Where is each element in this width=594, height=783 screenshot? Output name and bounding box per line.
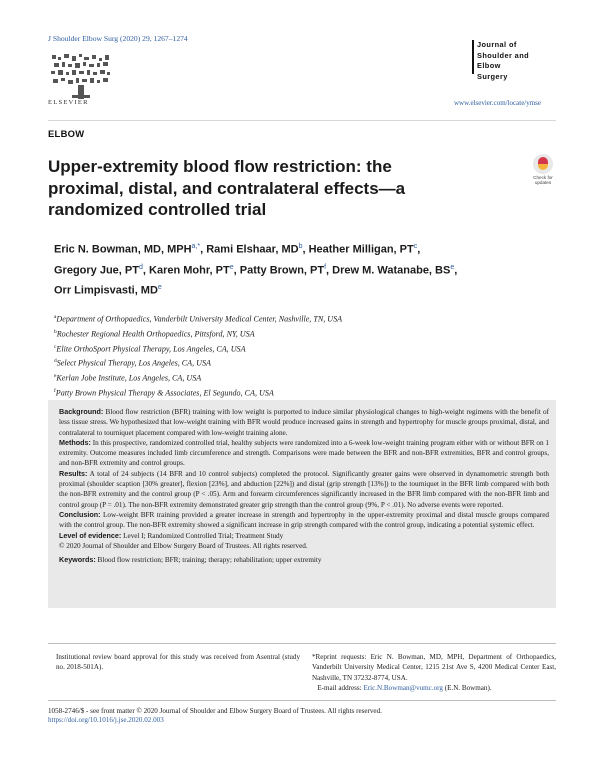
journal-logo-line: Journal of	[477, 40, 517, 49]
author-name: Eric N. Bowman, MD, MPH	[54, 243, 192, 256]
author-list: Eric N. Bowman, MD, MPHa,*, Rami Elshaar…	[54, 243, 458, 297]
affiliation-text: Select Physical Therapy, Los Angeles, CA…	[56, 359, 211, 369]
author-name: Heather Milligan, PT	[308, 243, 414, 256]
check-updates-label: Check for updates	[533, 175, 553, 185]
author-name: Orr Limpisvasti, MD	[54, 284, 158, 297]
affiliation-text: Rochester Regional Health Orthopaedics, …	[56, 329, 255, 339]
abstract-keywords: Keywords: Blood flow restriction; BFR; t…	[59, 555, 549, 565]
abstract-copyright: © 2020 Journal of Shoulder and Elbow Sur…	[59, 541, 308, 550]
author-affil-sup[interactable]: e	[157, 284, 162, 292]
affiliation-item: eKerlan Jobe Institute, Los Angeles, CA,…	[54, 370, 342, 385]
journal-logo: Journal of Shoulder and Elbow Surgery	[472, 40, 555, 82]
author-affil-sup[interactable]: f	[324, 263, 327, 271]
author-name: Rami Elshaar, MD	[206, 243, 299, 256]
publisher-name: ELSEVIER	[48, 99, 89, 106]
affiliation-item: cElite OrthoSport Physical Therapy, Los …	[54, 341, 342, 356]
affiliation-text: Kerlan Jobe Institute, Los Angeles, CA, …	[56, 373, 202, 383]
reprint-footnote: *Reprint requests: Eric N. Bowman, MD, M…	[312, 652, 556, 694]
author-name: Gregory Jue, PT	[54, 264, 139, 277]
abstract-level: Level of evidence: Level I; Randomized C…	[59, 531, 549, 541]
affiliation-sup: f	[54, 387, 56, 394]
doi-link[interactable]: https://doi.org/10.1016/j.jse.2020.02.00…	[48, 716, 164, 724]
check-for-updates-button[interactable]: Check for updates	[528, 154, 558, 188]
abstract-heading: Keywords:	[59, 555, 96, 565]
header-divider	[48, 120, 556, 121]
article-title: Upper-extremity blood flow restriction: …	[48, 157, 406, 219]
affiliation-text: Department of Orthopaedics, Vanderbilt U…	[56, 314, 343, 324]
abstract-heading: Level of evidence:	[59, 530, 122, 540]
abstract-box: Background: Blood flow restriction (BFR)…	[48, 400, 556, 608]
affiliation-item: dSelect Physical Therapy, Los Angeles, C…	[54, 355, 342, 370]
abstract-background: Background: Blood flow restriction (BFR)…	[59, 407, 549, 438]
affiliation-item: bRochester Regional Health Orthopaedics,…	[54, 326, 342, 341]
affiliation-text: Patty Brown Physical Therapy & Associate…	[55, 388, 274, 398]
affiliation-list: aDepartment of Orthopaedics, Vanderbilt …	[54, 311, 342, 400]
footnote-divider	[48, 643, 556, 644]
author-affil-sup[interactable]: d	[138, 263, 143, 271]
affiliation-sup: d	[54, 358, 57, 365]
journal-logo-line: Elbow	[477, 61, 501, 70]
author-name: Karen Mohr, PT	[149, 264, 230, 277]
author-affil-sup[interactable]: e	[229, 263, 234, 271]
abstract-text: Level I; Randomized Controlled Trial; Tr…	[123, 531, 284, 540]
affiliation-sup: c	[54, 343, 57, 350]
affiliation-sup: e	[54, 373, 57, 380]
section-label: ELBOW	[48, 128, 85, 139]
elsevier-tree-logo	[48, 51, 114, 101]
abstract-text: In this prospective, randomized controll…	[59, 438, 549, 468]
abstract-text: Blood flow restriction (BFR) training wi…	[59, 408, 549, 437]
abstract-heading: Results:	[59, 468, 88, 478]
email-label: E-mail address:	[317, 684, 362, 693]
author-affil-sup[interactable]: c	[413, 243, 418, 250]
author-affil-sup[interactable]: b	[298, 243, 303, 250]
bottom-divider	[48, 700, 556, 701]
journal-url-link[interactable]: www.elsevier.com/locate/ymse	[454, 99, 542, 107]
abstract-text: Low-weight BFR training provided a great…	[59, 510, 549, 530]
author-name: Drew M. Watanabe, BS	[332, 264, 451, 277]
issn-line: 1058-2746/$ - see front matter © 2020 Jo…	[48, 707, 382, 715]
abstract-results: Results: A total of 24 subjects (14 BFR …	[59, 469, 549, 510]
check-updates-icon	[533, 154, 553, 174]
irb-footnote: Institutional review board approval for …	[56, 653, 300, 672]
author-name: Patty Brown, PT	[239, 264, 325, 277]
email-link[interactable]: Eric.N.Bowman@vumc.org	[363, 684, 443, 693]
affiliation-sup: b	[54, 328, 57, 335]
abstract-heading: Conclusion:	[59, 509, 101, 519]
author-affil-sup[interactable]: a,	[191, 243, 198, 250]
affiliation-item: aDepartment of Orthopaedics, Vanderbilt …	[54, 311, 342, 326]
affiliation-sup: a	[54, 314, 57, 320]
abstract-text: Blood flow restriction; BFR; training; t…	[97, 556, 322, 565]
affiliation-item: fPatty Brown Physical Therapy & Associat…	[54, 385, 342, 400]
journal-citation: J Shoulder Elbow Surg (2020) 29, 1267–12…	[48, 34, 188, 43]
abstract-conclusion: Conclusion: Low-weight BFR training prov…	[59, 510, 549, 531]
corresponding-mark[interactable]: *	[197, 243, 201, 250]
author-affil-sup[interactable]: e	[450, 263, 455, 271]
affiliation-text: Elite OrthoSport Physical Therapy, Los A…	[56, 344, 246, 354]
journal-logo-line: Surgery	[477, 71, 508, 81]
abstract-methods: Methods: In this prospective, randomized…	[59, 438, 549, 469]
abstract-heading: Methods:	[59, 437, 91, 447]
email-owner: (E.N. Bowman).	[444, 684, 492, 693]
abstract-heading: Background:	[59, 407, 104, 416]
reprint-text: *Reprint requests: Eric N. Bowman, MD, M…	[312, 653, 556, 682]
abstract-text: A total of 24 subjects (14 BFR and 10 co…	[59, 469, 549, 509]
journal-logo-line: Shoulder and	[477, 50, 530, 60]
